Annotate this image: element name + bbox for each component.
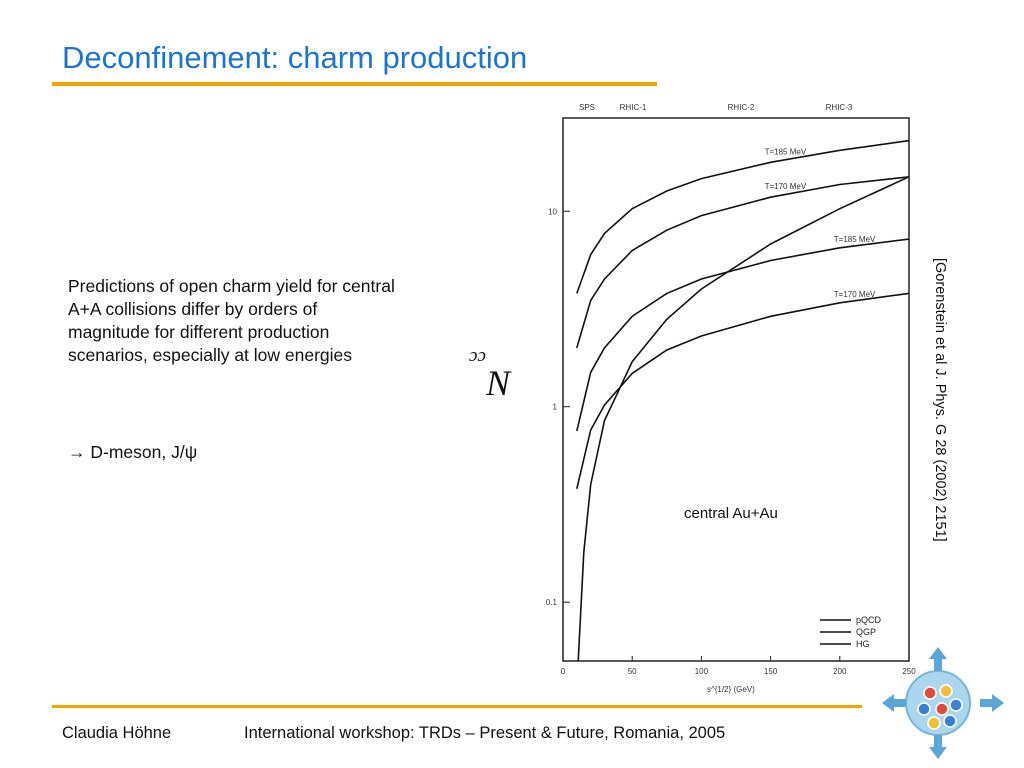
legend: pQCD QGP HG (820, 615, 882, 649)
footer-rule (52, 705, 862, 708)
bullet-text: → D-meson, J/ψ (68, 442, 198, 462)
logo-particle (949, 698, 963, 712)
logo-particle (939, 684, 953, 698)
top-axis-labels: SPS RHIC-1 RHIC-2 RHIC-3 (579, 103, 853, 112)
logo-particle (923, 686, 937, 700)
logo-particle (943, 714, 957, 728)
logo-particle (927, 716, 941, 730)
series-line (576, 238, 910, 432)
page-title: Deconfinement: charm production (62, 40, 528, 75)
legend-label-qgp: QGP (856, 627, 876, 637)
y-axis-label-symbol: N (486, 363, 511, 403)
y-axis-label: cc N (466, 347, 530, 412)
series-line (576, 292, 910, 489)
x-tick-label: 50 (628, 667, 637, 676)
legend-label-pqcd: pQCD (856, 615, 882, 625)
chart-frame (562, 117, 910, 662)
legend-label-hg: HG (856, 639, 870, 649)
description-text: Predictions of open charm yield for cent… (68, 275, 398, 367)
x-tick-label: 200 (833, 667, 847, 676)
curve-label: T=185 MeV (765, 147, 807, 156)
series-line (576, 176, 910, 349)
logo-arrow-right-icon (980, 694, 1004, 712)
top-axis-label: RHIC-1 (620, 103, 647, 112)
x-axis-label: s^{1/2} (GeV) (707, 685, 755, 694)
x-tick-label: 150 (764, 667, 778, 676)
chart-annotation: central Au+Au (684, 505, 778, 522)
logo-arrow-down-icon (929, 735, 947, 759)
curve-labels: T=185 MeV T=170 MeV T=185 MeV T=170 MeV (765, 147, 876, 298)
x-tick-label: 0 (561, 667, 566, 676)
logo-arrow-left-icon (882, 694, 906, 712)
y-tick-label: 1 (553, 403, 558, 412)
x-axis-ticks: 0 50 100 150 200 250 (561, 656, 916, 676)
logo-particle (917, 702, 931, 716)
description-paragraph: Predictions of open charm yield for cent… (68, 276, 395, 365)
curves (576, 139, 910, 662)
top-axis-label: RHIC-3 (826, 103, 853, 112)
curve-label: T=170 MeV (765, 182, 807, 191)
citation: [Gorenstein et al J. Phys. G 28 (2002) 2… (932, 258, 948, 542)
plot-area-border (562, 117, 910, 662)
y-tick-label: 0.1 (546, 598, 558, 607)
title-underline (52, 82, 657, 86)
series-line (576, 139, 910, 294)
y-tick-label: 10 (548, 207, 557, 216)
series-line (577, 176, 910, 662)
logo-arrow-up-icon (929, 647, 947, 671)
footer-event: International workshop: TRDs – Present &… (244, 724, 726, 742)
top-axis-label: SPS (579, 103, 595, 112)
curve-label: T=185 MeV (834, 235, 876, 244)
logo-particle (935, 702, 949, 716)
footer-author: Claudia Höhne (62, 724, 172, 742)
x-tick-label: 100 (695, 667, 709, 676)
y-axis-ticks: 0.1 1 10 (546, 207, 570, 607)
nucleus-logo (882, 647, 1004, 759)
curve-label: T=170 MeV (834, 290, 876, 299)
top-axis-label: RHIC-2 (728, 103, 755, 112)
x-tick-label: 250 (902, 667, 916, 676)
